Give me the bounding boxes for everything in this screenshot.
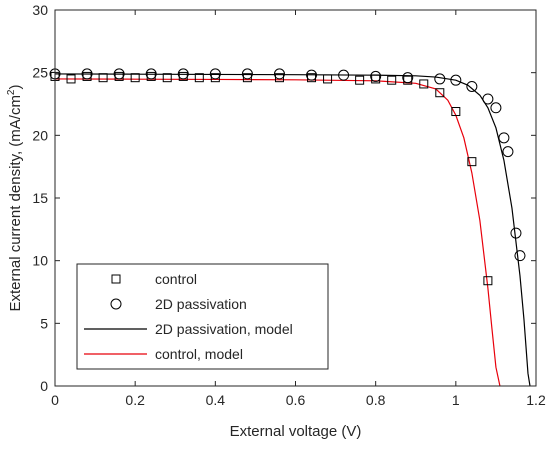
legend-label: control [155,271,197,287]
passivation-marker [306,69,318,81]
y-tick-label: 5 [40,315,48,331]
passivation-marker [514,250,526,262]
passivation-marker [370,70,382,82]
control-marker [467,157,477,167]
passivation-marker [338,69,350,81]
y-tick-label: 20 [32,127,48,143]
control-marker [355,75,365,85]
y-tick-label: 30 [32,2,48,18]
y-tick-label: 25 [32,65,48,81]
passivation-marker [510,227,522,239]
passivation-marker [177,68,189,80]
legend-label: control, model [155,346,243,362]
control-marker [387,75,397,85]
control-marker [98,73,108,83]
x-tick-label: 0 [51,392,59,408]
legend-symbol-control [111,274,121,284]
control-marker [194,73,204,83]
legend: control 2D passivation 2D passivation, mod… [76,263,329,370]
series-line-2 [54,73,531,387]
x-tick-label: 0.4 [206,392,226,408]
passivation-marker [209,68,221,80]
control-marker [483,276,493,286]
passivation-marker [402,72,414,84]
y-tick-label: 0 [40,378,48,394]
passivation-marker [502,146,514,158]
control-marker [435,88,445,98]
x-tick-label: 1 [452,392,460,408]
control-marker [451,107,461,117]
passivation-marker [450,74,462,86]
x-tick-label: 0.2 [125,392,145,408]
control-marker [323,74,333,84]
passivation-marker [498,132,510,144]
x-axis-label: External voltage (V) [230,423,362,440]
x-tick-label: 0.8 [366,392,386,408]
passivation-marker [81,68,93,80]
y-tick-label: 15 [32,190,48,206]
legend-label: 2D passivation [155,296,247,312]
passivation-marker [145,68,157,80]
passivation-marker [273,68,285,80]
passivation-marker [466,80,478,92]
control-marker [66,74,76,84]
passivation-marker [241,68,253,80]
axes-layer: 0 0.2 0.4 0.6 0.8 1 1.2 0 5 10 15 20 25 30 [32,2,546,408]
passivation-marker [113,68,125,80]
x-tick-label: 1.2 [526,392,546,408]
y-tick-label: 10 [32,253,48,269]
legend-box [76,263,329,370]
passivation-marker [434,73,446,85]
x-tick-label: 0.6 [286,392,306,408]
passivation-marker [490,102,502,114]
passivation-marker [482,93,494,105]
control-marker [419,79,429,89]
y-axis-label-superscript: 2 [6,89,17,95]
legend-label: 2D passivation, model [155,321,293,337]
legend-symbol-passivation [110,298,122,310]
y-axis-label: External current density, (mA/cm2) [6,84,24,311]
y-axis-label-main: External current density, (mA/cm [7,95,24,311]
control-marker [130,73,140,83]
control-marker [162,73,172,83]
y-axis-label-close: ) [7,84,24,89]
